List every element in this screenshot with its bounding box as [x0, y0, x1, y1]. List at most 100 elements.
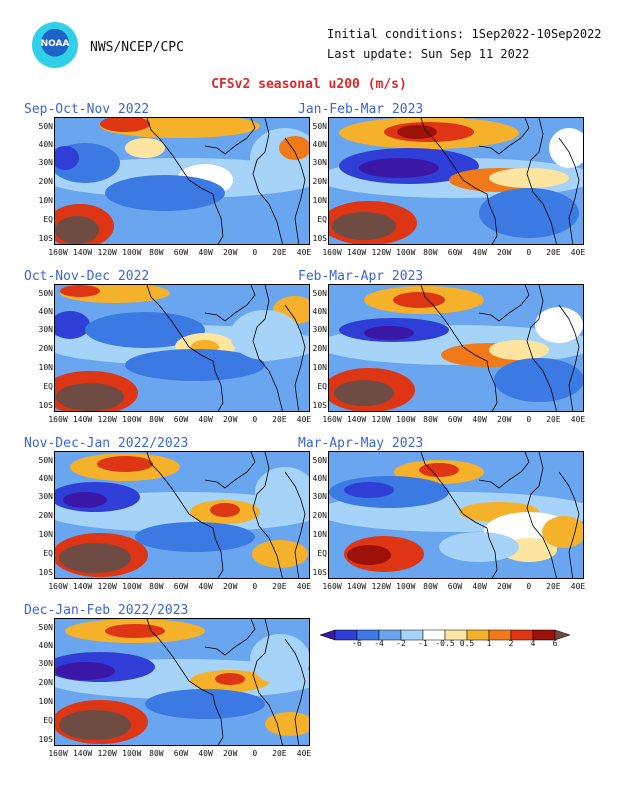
- lon-tick-label: 140W: [72, 582, 93, 591]
- colorbar-label: -6: [352, 639, 362, 648]
- lat-tick-label: 30N: [312, 492, 327, 501]
- colorbar-label: -1: [418, 639, 428, 648]
- lon-tick-label: 40E: [570, 582, 586, 591]
- panel-title: Nov-Dec-Jan 2022/2023: [24, 436, 189, 451]
- colorbar-label: -0.5: [435, 639, 455, 648]
- lon-tick-label: 40W: [472, 582, 487, 591]
- map-panel: Oct-Nov-Dec 2022 50N 40N 30N 20N 10N EQ 10S 160…: [24, 269, 312, 424]
- lat-tick-label: 10S: [312, 401, 327, 410]
- lon-tick-label: 40W: [198, 582, 213, 591]
- lon-tick-label: 60W: [173, 415, 189, 424]
- map-panel: Feb-Mar-Apr 2023 50N 40N 30N 20N 10N EQ 10S 160…: [298, 269, 586, 424]
- lon-tick-label: 160W: [48, 749, 68, 758]
- lon-tick-label: 20W: [496, 248, 512, 257]
- lat-tick-label: 30N: [38, 325, 53, 334]
- lon-tick-label: 20E: [272, 749, 287, 758]
- lat-tick-label: 40N: [38, 641, 53, 650]
- lon-tick-label: 80W: [423, 582, 438, 591]
- lat-tick-label: 50N: [38, 623, 53, 632]
- lat-tick-label: 10N: [312, 530, 327, 539]
- colorbar-label: 1: [486, 639, 492, 648]
- org-label: NWS/NCEP/CPC: [90, 40, 184, 55]
- lon-tick-label: 0: [252, 749, 258, 758]
- lat-tick-label: 20N: [38, 678, 53, 687]
- lat-tick-label: 40N: [38, 307, 53, 316]
- lon-tick-label: 40E: [296, 582, 312, 591]
- lon-tick-label: 0: [252, 415, 258, 424]
- lat-tick-label: 20N: [38, 511, 53, 520]
- lon-tick-label: 100W: [396, 582, 416, 591]
- lon-tick-label: 120W: [371, 582, 391, 591]
- lat-tick-label: 50N: [38, 456, 53, 465]
- lon-tick-label: 120W: [371, 415, 391, 424]
- lat-tick-label: EQ: [43, 215, 53, 224]
- lon-tick-label: 140W: [72, 749, 93, 758]
- lon-tick-label: 160W: [322, 582, 342, 591]
- colorbar-label: 6: [552, 639, 558, 648]
- lon-tick-label: 120W: [97, 415, 117, 424]
- lon-tick-label: 140W: [72, 248, 93, 257]
- lon-tick-label: 100W: [122, 248, 142, 257]
- anomaly-map: [328, 284, 584, 412]
- lon-tick-label: 20W: [222, 415, 238, 424]
- lon-tick-label: 20E: [272, 582, 287, 591]
- panel-title: Mar-Apr-May 2023: [298, 436, 424, 451]
- last-update: Last update: Sun Sep 11 2022: [327, 47, 530, 61]
- map-panel: Nov-Dec-Jan 2022/2023 50N 40N 30N 20N 10N EQ 1…: [24, 436, 312, 591]
- lat-tick-label: 30N: [312, 325, 327, 334]
- lon-tick-label: 80W: [149, 749, 164, 758]
- lon-tick-label: 40W: [198, 248, 213, 257]
- lon-tick-label: 40W: [198, 415, 213, 424]
- logo-text: NOAA: [40, 39, 70, 49]
- map-panel: Mar-Apr-May 2023 50N 40N 30N 20N 10N EQ 10S 160…: [298, 436, 586, 591]
- anomaly-map: [54, 284, 310, 412]
- lon-tick-label: 120W: [97, 248, 117, 257]
- noaa-logo: NOAA: [32, 22, 78, 68]
- lon-tick-label: 80W: [423, 248, 438, 257]
- lat-tick-label: 50N: [38, 122, 53, 131]
- lon-tick-label: 100W: [396, 415, 416, 424]
- lat-tick-label: 40N: [312, 140, 327, 149]
- lat-tick-label: 10N: [312, 363, 327, 372]
- anomaly-map: [54, 618, 310, 746]
- lon-tick-label: 100W: [122, 749, 142, 758]
- lat-tick-label: 10S: [312, 234, 327, 243]
- lon-tick-label: 0: [526, 415, 532, 424]
- lon-tick-label: 120W: [97, 582, 117, 591]
- lat-tick-label: 20N: [38, 177, 53, 186]
- lon-tick-label: 80W: [423, 415, 438, 424]
- lon-tick-label: 120W: [371, 248, 391, 257]
- lon-tick-label: 80W: [149, 415, 164, 424]
- lon-tick-label: 100W: [122, 415, 142, 424]
- lon-tick-label: 40E: [296, 248, 312, 257]
- lon-tick-label: 140W: [72, 415, 93, 424]
- lon-tick-label: 140W: [346, 582, 367, 591]
- colorbar-label: 2: [508, 639, 514, 648]
- lat-tick-label: EQ: [43, 382, 53, 391]
- initial-conditions: Initial conditions: 1Sep2022-10Sep2022: [327, 27, 602, 41]
- lat-tick-label: 30N: [312, 158, 327, 167]
- lon-tick-label: 100W: [396, 248, 416, 257]
- anomaly-map: [328, 451, 584, 579]
- lat-tick-label: 50N: [312, 122, 327, 131]
- lon-tick-label: 20E: [546, 415, 561, 424]
- lon-tick-label: 160W: [322, 248, 342, 257]
- lat-tick-label: 20N: [312, 177, 327, 186]
- lat-tick-label: 10N: [38, 697, 53, 706]
- lat-tick-label: 30N: [38, 659, 53, 668]
- map-panel: Jan-Feb-Mar 2023 50N 40N 30N 20N 10N EQ 10S 160…: [298, 102, 585, 257]
- lon-tick-label: 40E: [570, 415, 586, 424]
- map-panel: Sep-Oct-Nov 2022 50N 40N 30N 20N 10N EQ 10S 160…: [24, 102, 312, 257]
- lon-tick-label: 20E: [272, 248, 287, 257]
- lat-tick-label: 40N: [312, 307, 327, 316]
- lat-tick-label: 10S: [38, 234, 53, 243]
- lon-tick-label: 20W: [496, 582, 512, 591]
- colorbar: -6 -4 -2 -1 -0.5 0.5 1 2 4 6: [319, 626, 571, 648]
- lon-tick-label: 140W: [346, 415, 367, 424]
- lon-tick-label: 40W: [198, 749, 213, 758]
- lon-tick-label: 80W: [149, 248, 164, 257]
- page-title: CFSv2 seasonal u200 (m/s): [211, 77, 407, 92]
- lat-tick-label: 30N: [38, 492, 53, 501]
- lon-tick-label: 40E: [296, 415, 312, 424]
- lon-tick-label: 160W: [322, 415, 342, 424]
